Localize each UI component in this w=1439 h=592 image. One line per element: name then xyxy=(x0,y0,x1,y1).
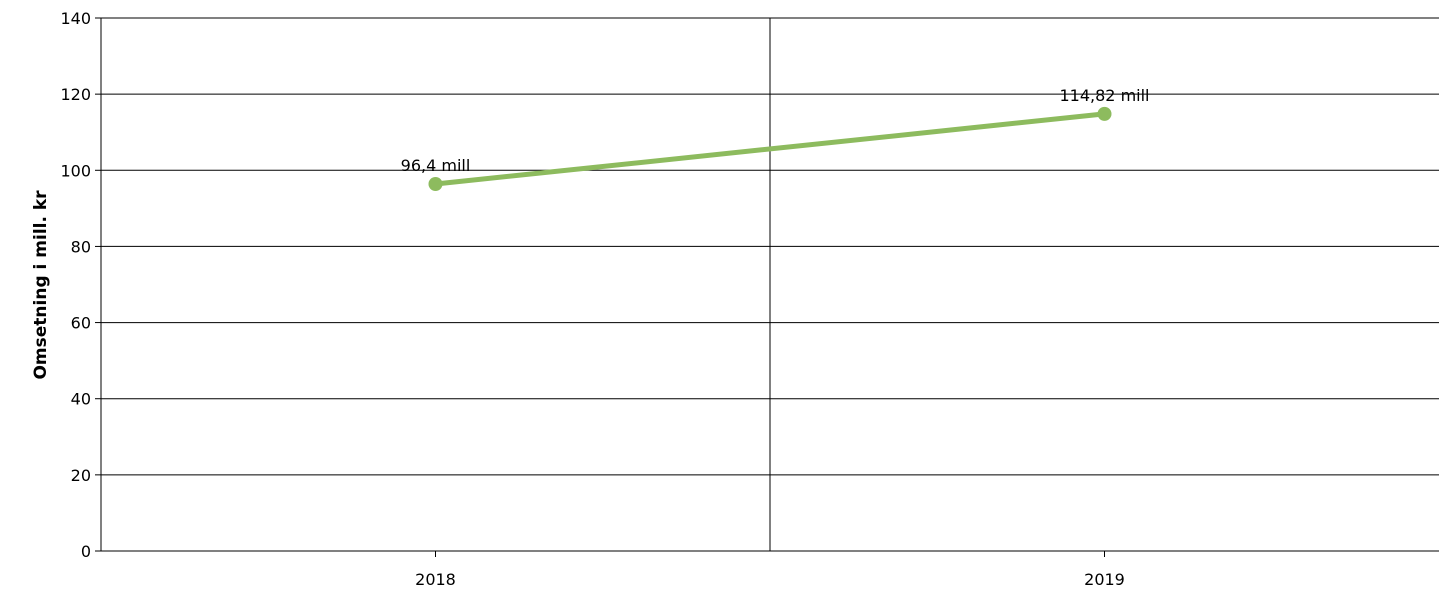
y-tick-labels: 0 20 40 60 80 100 120 140 xyxy=(60,9,91,561)
data-point-2018 xyxy=(428,176,443,191)
series-line-0 xyxy=(433,111,1107,187)
data-label-2019: 114,82 mill xyxy=(1060,86,1150,105)
gridlines xyxy=(101,17,1439,551)
y-tick-label-120: 120 xyxy=(60,85,91,104)
y-tick-label-80: 80 xyxy=(71,237,91,256)
y-tick-label-40: 40 xyxy=(71,390,91,409)
x-tick-labels: 2018 2019 xyxy=(415,570,1125,589)
y-tick-label-20: 20 xyxy=(71,466,91,485)
y-tick-label-60: 60 xyxy=(71,314,91,333)
y-tick-label-140: 140 xyxy=(60,9,91,28)
x-tick-label-2019: 2019 xyxy=(1084,570,1125,589)
series xyxy=(428,106,1112,191)
data-point-2019 xyxy=(1097,106,1112,121)
data-labels: 96,4 mill 114,82 mill xyxy=(401,86,1150,175)
y-axis-title: Omsetning i mill. kr xyxy=(31,190,51,380)
x-tick-label-2018: 2018 xyxy=(415,570,456,589)
y-tick-label-100: 100 xyxy=(60,161,91,180)
data-label-2018: 96,4 mill xyxy=(401,156,471,175)
y-tick-label-0: 0 xyxy=(81,542,91,561)
axes xyxy=(95,17,1439,557)
